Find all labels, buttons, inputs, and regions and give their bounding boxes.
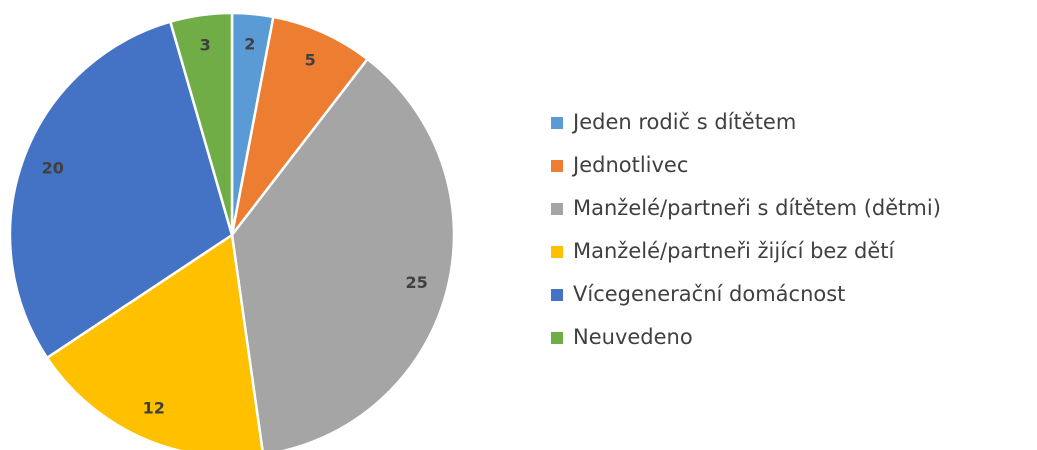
data-label: 20 <box>42 159 64 178</box>
pie-slice <box>45 232 264 450</box>
legend-label: Manželé/partneři s dítětem (dětmi) <box>573 196 941 220</box>
data-label: 3 <box>200 35 211 54</box>
legend-swatch <box>551 203 563 215</box>
legend-swatch <box>551 117 563 129</box>
legend-swatch <box>551 289 563 301</box>
data-label: 5 <box>305 50 316 69</box>
data-label: 12 <box>143 399 165 418</box>
pie-slice <box>230 15 370 236</box>
pie-slice <box>8 20 234 360</box>
legend-label: Vícegenerační domácnost <box>573 282 845 306</box>
legend-swatch <box>551 160 563 172</box>
legend-label: Jeden rodič s dítětem <box>571 110 796 134</box>
legend-label: Jednotlivec <box>571 153 688 177</box>
legend-swatch <box>551 246 563 258</box>
legend-swatch <box>551 332 563 344</box>
data-label: 25 <box>405 273 427 292</box>
pie-slice <box>230 57 456 450</box>
pie-slice <box>168 11 234 236</box>
data-label: 2 <box>244 34 255 53</box>
legend-label: Manželé/partneři žijící bez dětí <box>573 239 896 263</box>
legend-label: Neuvedeno <box>573 325 693 349</box>
